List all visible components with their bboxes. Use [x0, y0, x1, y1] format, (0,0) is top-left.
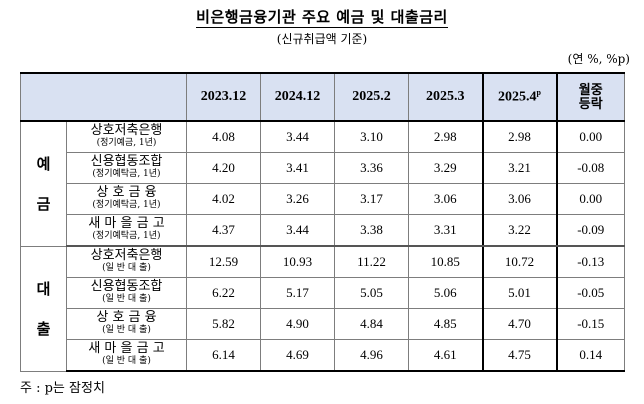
header-corner [20, 72, 187, 122]
value-cell: 4.84 [334, 308, 409, 340]
col-header: 2024.12 [260, 72, 335, 122]
value-cell: 3.21 [481, 152, 558, 184]
change-cell: 0.00 [556, 120, 625, 153]
institution-cell: 신용협동조합 (일 반 대 출) [66, 277, 187, 309]
value-cell: 3.06 [481, 183, 558, 215]
change-cell: -0.15 [556, 308, 625, 340]
value-cell: 3.31 [408, 214, 483, 247]
value-cell: 5.05 [334, 277, 409, 309]
table-row: 상 호 금 융 (정기예탁금, 1년) 4.02 3.26 3.17 3.06 3.06 0.… [21, 183, 625, 215]
value-cell: 3.17 [334, 183, 409, 215]
value-cell: 3.44 [260, 120, 335, 153]
value-cell: 4.75 [481, 339, 558, 372]
value-cell: 4.61 [408, 339, 483, 372]
value-cell: 4.85 [408, 308, 483, 340]
value-cell: 4.08 [186, 120, 261, 153]
value-cell: 2.98 [481, 120, 558, 153]
value-cell: 4.70 [481, 308, 558, 340]
value-cell: 5.17 [260, 277, 335, 309]
table-row: 새 마 을 금 고 (정기예탁금, 1년) 4.37 3.44 3.38 3.31 3.22… [21, 214, 625, 247]
value-cell: 3.22 [481, 214, 558, 247]
change-cell: -0.05 [556, 277, 625, 309]
value-cell: 3.06 [408, 183, 483, 215]
header-row: 2023.12 2024.12 2025.2 2025.3 2025.4p 월중… [20, 72, 625, 122]
col-header: 2025.3 [408, 72, 483, 122]
institution-cell: 새 마 을 금 고 (정기예탁금, 1년) [66, 214, 187, 247]
value-cell: 5.82 [186, 308, 261, 340]
value-cell: 3.36 [334, 152, 409, 184]
value-cell: 10.72 [481, 245, 558, 278]
value-cell: 10.85 [408, 245, 483, 278]
institution-cell: 상호저축은행 (일 반 대 출) [66, 245, 187, 278]
value-cell: 10.93 [260, 245, 335, 278]
page-subtitle: (신규취급액 기준) [276, 32, 368, 46]
institution-cell: 새 마 을 금 고 (일 반 대 출) [66, 339, 187, 372]
table-row: 상 호 금 융 (일 반 대 출) 5.82 4.90 4.84 4.85 4.70 -0.1… [21, 308, 625, 340]
value-cell: 4.20 [186, 152, 261, 184]
value-cell: 4.96 [334, 339, 409, 372]
table-row: 예 금 상호저축은행 (정기예금, 1년) 4.08 3.44 3.10 2.98 2.98 0.… [20, 120, 625, 247]
page-title: 비은행금융기관 주요 예금 및 대출금리 [196, 8, 448, 28]
change-cell: -0.13 [556, 245, 625, 278]
col-header-highlight: 2025.4p [481, 72, 558, 122]
value-cell: 6.14 [186, 339, 261, 372]
institution-cell: 상 호 금 융 (일 반 대 출) [66, 308, 187, 340]
table-row: 대 출 상호저축은행 (일 반 대 출) 12.59 10.93 11.22 10.85 10.… [20, 245, 625, 372]
value-cell: 6.22 [186, 277, 261, 309]
table-row: 신용협동조합 (일 반 대 출) 6.22 5.17 5.05 5.06 5.01 -0.05 [21, 277, 625, 309]
rate-table: 2023.12 2024.12 2025.2 2025.3 2025.4p 월중… [20, 72, 625, 372]
unit-label: (연 %, %p) [567, 52, 630, 66]
col-header: 2025.2 [334, 72, 409, 122]
value-cell: 4.02 [186, 183, 261, 215]
value-cell: 3.41 [260, 152, 335, 184]
value-cell: 3.10 [334, 120, 409, 153]
value-cell: 4.90 [260, 308, 335, 340]
value-cell: 3.26 [260, 183, 335, 215]
value-cell: 3.38 [334, 214, 409, 247]
institution-cell: 상호저축은행 (정기예금, 1년) [66, 120, 187, 153]
value-cell: 4.69 [260, 339, 335, 372]
value-cell: 4.37 [186, 214, 261, 247]
value-cell: 12.59 [186, 245, 261, 278]
value-cell: 3.44 [260, 214, 335, 247]
value-cell: 5.01 [481, 277, 558, 309]
col-header: 2023.12 [186, 72, 261, 122]
change-cell: 0.14 [556, 339, 625, 372]
value-cell: 3.29 [408, 152, 483, 184]
value-cell: 2.98 [408, 120, 483, 153]
table-row: 새 마 을 금 고 (일 반 대 출) 6.14 4.69 4.96 4.61 4.75 0.… [21, 339, 625, 372]
institution-cell: 신용협동조합 (정기예탁금, 1년) [66, 152, 187, 184]
change-cell: -0.08 [556, 152, 625, 184]
value-cell: 11.22 [334, 245, 409, 278]
institution-cell: 상 호 금 융 (정기예탁금, 1년) [66, 183, 187, 215]
change-cell: -0.09 [556, 214, 625, 247]
table-row: 신용협동조합 (정기예탁금, 1년) 4.20 3.41 3.36 3.29 3.21 -0.… [21, 152, 625, 184]
change-cell: 0.00 [556, 183, 625, 215]
value-cell: 5.06 [408, 277, 483, 309]
footnote: 주 : p는 잠정치 [20, 381, 105, 396]
col-header-change: 월중 등락 [556, 72, 625, 122]
